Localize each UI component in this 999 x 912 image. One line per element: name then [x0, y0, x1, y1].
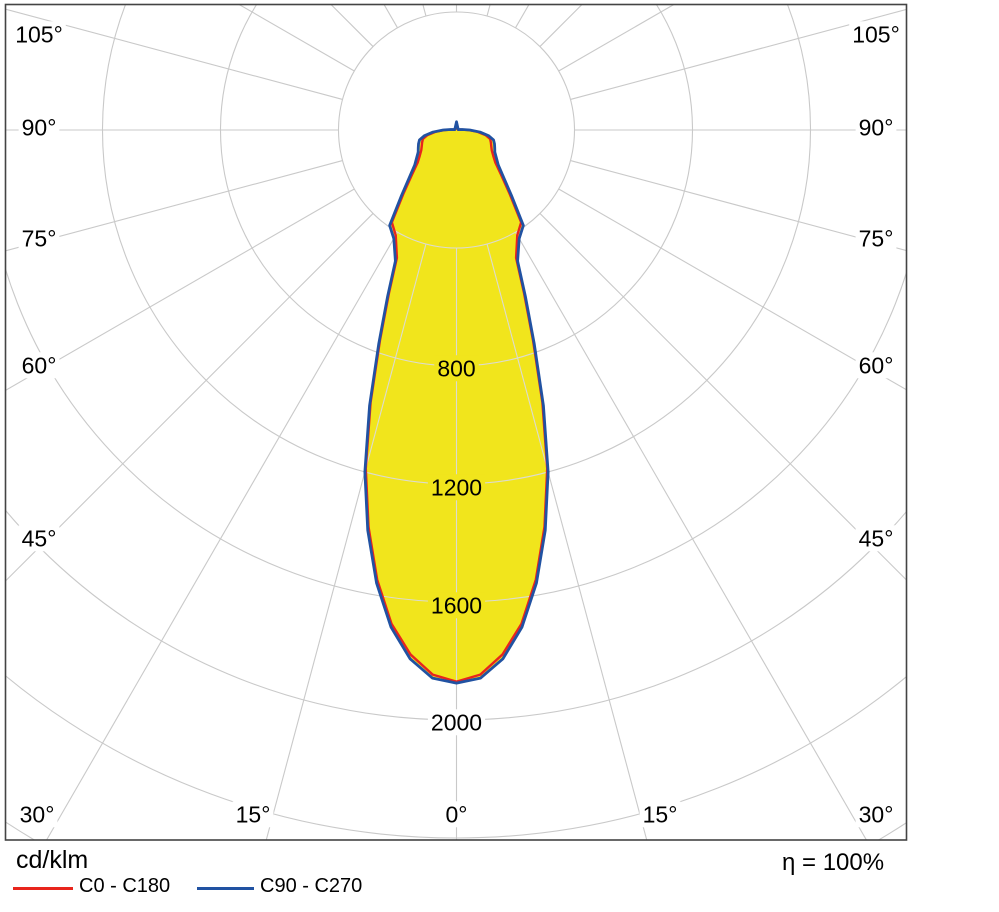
- grid-spoke: [383, 4, 398, 29]
- grid-spoke: [539, 4, 583, 47]
- grid-spoke: [486, 4, 491, 17]
- grid-spoke: [558, 188, 907, 391]
- angle-tick-label: 45°: [859, 525, 894, 551]
- polar-chart: 800 1200 1600 2000 105° 90° 75° 60° 45° 105° 90° 75…: [4, 3, 908, 841]
- grid-spoke: [486, 243, 549, 684]
- curve-c0-c180: [364, 121, 549, 683]
- plot-border: [4, 3, 908, 841]
- angle-tick-label: 0°: [446, 801, 468, 827]
- angle-tick-label: 105°: [852, 21, 900, 47]
- curve-c90-c270: [363, 120, 550, 685]
- legend-item-c90-c270: C90 - C270: [197, 875, 387, 901]
- angle-tick-label: 60°: [22, 352, 57, 378]
- grid-spoke: [558, 4, 675, 72]
- grid-spoke: [570, 160, 907, 252]
- grid-spoke: [46, 231, 398, 840]
- radial-tick-label: 2000: [431, 709, 482, 735]
- radial-tick-label: 800: [437, 355, 475, 381]
- grid-spoke: [515, 4, 530, 29]
- radial-tick-label: 1200: [431, 474, 482, 500]
- grid-spoke: [5, 160, 343, 252]
- angle-tick-label: 30°: [859, 801, 894, 827]
- angle-tick-label: 60°: [859, 352, 894, 378]
- grid-spoke: [422, 4, 427, 17]
- angle-tick-label: 75°: [22, 225, 57, 251]
- grid-spoke: [539, 213, 907, 581]
- legend-label-c0-c180: C0 - C180: [79, 875, 171, 897]
- grid-spoke: [330, 4, 374, 47]
- legend-line-c0-c180: [13, 887, 73, 890]
- grid-spoke: [364, 243, 427, 684]
- angle-tick-label: 30°: [20, 801, 55, 827]
- legend-line-c90-c270: [197, 887, 254, 890]
- grid-spoke: [5, 213, 374, 582]
- angle-tick-label: 90°: [22, 114, 57, 140]
- legend-item-c0-c180: C0 - C180: [13, 875, 193, 901]
- radial-tick-label: 1600: [431, 592, 482, 618]
- angle-tick-label: 15°: [236, 801, 271, 827]
- legend-label-c90-c270: C90 - C270: [260, 875, 363, 897]
- unit-label: cd/klm: [16, 846, 89, 874]
- labels: 800 1200 1600 2000 105° 90° 75° 60° 45° 105° 90° 75…: [12, 21, 903, 828]
- grid-spoke: [5, 188, 355, 391]
- grid-spoke: [515, 231, 867, 840]
- angle-tick-label: 75°: [859, 225, 894, 251]
- angle-tick-label: 90°: [859, 114, 894, 140]
- angle-tick-label: 105°: [15, 21, 63, 47]
- grid-spoke: [238, 4, 355, 72]
- efficiency-label: η = 100%: [782, 849, 885, 876]
- angle-tick-label: 45°: [22, 525, 57, 551]
- angle-tick-label: 15°: [643, 801, 678, 827]
